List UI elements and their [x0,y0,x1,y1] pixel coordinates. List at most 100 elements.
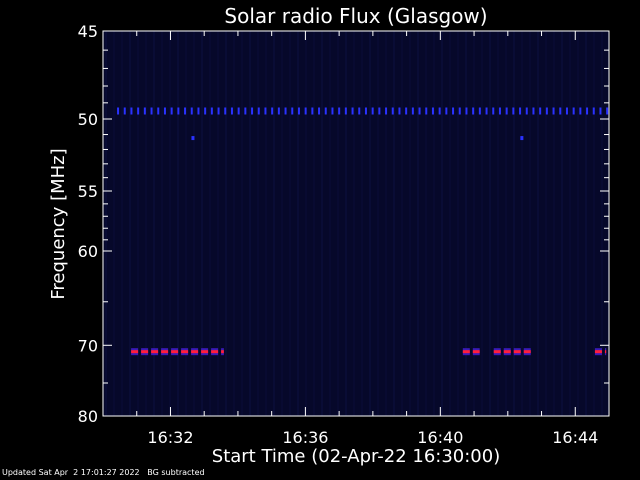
burst-core [523,350,531,354]
band-tick [606,107,609,115]
y-tick-label: 80 [78,407,98,426]
band-tick [271,107,274,115]
band-tick [244,107,247,115]
band-tick [251,107,254,115]
burst-core [211,350,219,354]
band-tick [478,107,481,115]
band-tick [264,107,267,115]
burst-core [513,350,521,354]
spike-dot [520,136,524,141]
band-tick [411,107,414,115]
band-tick [552,107,555,115]
band-tick [425,107,428,115]
plot-frame [102,30,610,417]
band-tick [532,107,535,115]
band-tick [197,107,200,115]
band-tick [458,107,461,115]
band-tick [465,107,468,115]
band-tick [405,107,408,115]
band-tick [351,107,354,115]
spike-dot [191,136,195,141]
band-tick [418,107,421,115]
burst-core [191,350,199,354]
band-tick [291,107,294,115]
band-tick [586,107,589,115]
burst-core [201,350,209,354]
burst-core [151,350,159,354]
burst-core [131,350,139,354]
band-tick [331,107,334,115]
band-tick [592,107,595,115]
x-tick-label: 16:36 [282,428,328,447]
burst-core [171,350,179,354]
burst-core [221,350,224,354]
band-tick [157,107,160,115]
band-tick [190,107,193,115]
band-tick [498,107,501,115]
chart-title: Solar radio Flux (Glasgow) [224,4,487,28]
band-tick [391,107,394,115]
band-tick [525,107,528,115]
band-tick [572,107,575,115]
band-tick [492,107,495,115]
band-tick [184,107,187,115]
band-tick [438,107,441,115]
band-tick [224,107,227,115]
updated-timestamp: Updated Sat Apr 2 17:01:27 2022 [2,468,140,477]
burst-core [462,350,470,354]
band-tick [445,107,448,115]
band-tick [378,107,381,115]
y-tick-label: 55 [78,182,98,201]
band-tick [505,107,508,115]
y-axis: 45 50 55 60 70 80 [78,22,609,426]
burst-core [604,350,607,354]
y-tick-label: 45 [78,22,98,41]
plot-background [103,31,609,416]
y-tick-label: 70 [78,336,98,355]
band-tick [117,107,120,115]
band-tick [545,107,548,115]
burst-core [493,350,501,354]
band-tick [431,107,434,115]
band-tick [599,107,602,115]
band-tick [304,107,307,115]
band-tick [163,107,166,115]
band-tick [284,107,287,115]
band-tick [324,107,327,115]
band-tick [217,107,220,115]
band-tick [385,107,388,115]
x-axis-label: Start Time (02-Apr-22 16:30:00) [212,446,500,467]
x-tick-label: 16:32 [147,428,193,447]
burst-core [161,350,169,354]
y-tick-label: 60 [78,242,98,261]
footer: Updated Sat Apr 2 17:01:27 2022 BG subtr… [2,468,205,477]
band-tick [398,107,401,115]
band-tick [318,107,321,115]
burst-core [472,350,480,354]
band-tick [579,107,582,115]
band-tick [204,107,207,115]
band-tick [364,107,367,115]
burst-core [141,350,149,354]
band-tick [130,107,133,115]
band-tick [565,107,568,115]
band-tick [123,107,126,115]
burst-core [594,350,602,354]
band-tick [338,107,341,115]
band-tick [485,107,488,115]
y-tick-label: 50 [78,110,98,129]
band-tick [277,107,280,115]
x-tick-label: 16:40 [417,428,463,447]
x-axis: 16:32 16:36 16:40 16:44 [136,31,598,447]
band-tick [143,107,146,115]
band-tick [210,107,213,115]
band-tick [177,107,180,115]
burst-core [503,350,511,354]
band-tick [452,107,455,115]
x-tick-label: 16:44 [552,428,598,447]
band-tick [237,107,240,115]
band-tick [512,107,515,115]
band-tick [358,107,361,115]
band-tick [519,107,522,115]
